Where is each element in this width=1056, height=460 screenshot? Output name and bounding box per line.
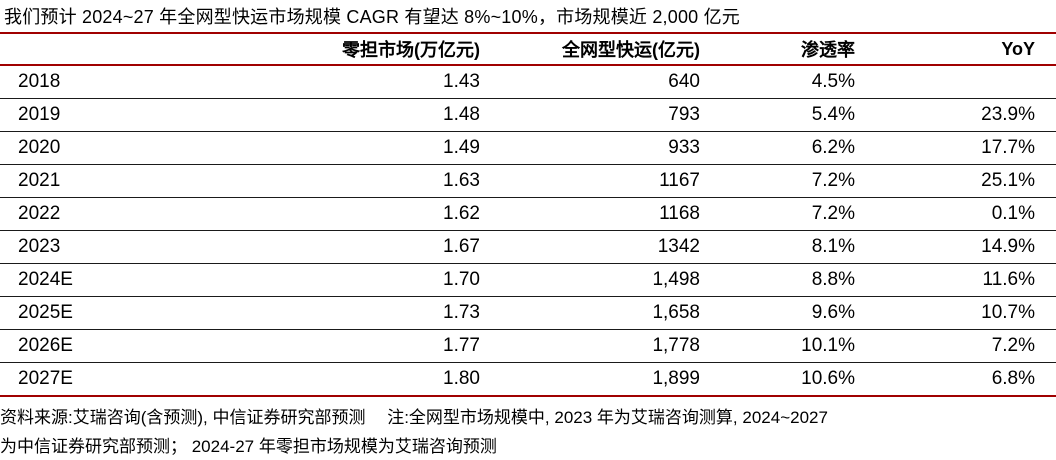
cell-penetration: 8.1% [700,230,855,264]
cell-penetration: 10.1% [700,329,855,363]
cell-network-express: 1167 [480,164,700,198]
cell-year: 2027E [0,362,300,397]
cell-yoy: 0.1% [855,197,1056,231]
cell-yoy: 17.7% [855,131,1056,165]
column-header-penetration: 渗透率 [700,34,855,66]
cell-year: 2022 [0,197,300,231]
table-row: 2027E 1.80 1,899 10.6% 6.8% [0,362,1056,397]
table-row: 2026E 1.77 1,778 10.1% 7.2% [0,329,1056,363]
cell-ltl-market: 1.77 [300,329,480,363]
cell-year: 2019 [0,98,300,132]
cell-year: 2023 [0,230,300,264]
cell-ltl-market: 1.67 [300,230,480,264]
cell-yoy: 7.2% [855,329,1056,363]
market-size-table: 零担市场(万亿元) 全网型快运(亿元) 渗透率 YoY 2018 1.43 64… [0,34,1056,397]
table-row: 2018 1.43 640 4.5% [0,65,1056,99]
table-row: 2025E 1.73 1,658 9.6% 10.7% [0,296,1056,330]
cell-year: 2018 [0,65,300,99]
source-note-line2: 为中信证券研究部预测； 2024-27 年零担市场规模为艾瑞咨询预测 [0,437,497,456]
cell-network-express: 1,658 [480,296,700,330]
cell-penetration: 8.8% [700,263,855,297]
cell-penetration: 7.2% [700,164,855,198]
cell-network-express: 640 [480,65,700,99]
cell-ltl-market: 1.70 [300,263,480,297]
cell-ltl-market: 1.49 [300,131,480,165]
cell-network-express: 1,498 [480,263,700,297]
cell-penetration: 9.6% [700,296,855,330]
cell-penetration: 5.4% [700,98,855,132]
cell-ltl-market: 1.63 [300,164,480,198]
cell-ltl-market: 1.43 [300,65,480,99]
table-row: 2021 1.63 1167 7.2% 25.1% [0,164,1056,198]
cell-network-express: 1342 [480,230,700,264]
cell-network-express: 933 [480,131,700,165]
cell-penetration: 10.6% [700,362,855,397]
cell-yoy: 23.9% [855,98,1056,132]
cell-ltl-market: 1.48 [300,98,480,132]
cell-network-express: 1,778 [480,329,700,363]
cell-yoy [855,65,1056,99]
cell-penetration: 7.2% [700,197,855,231]
cell-year: 2025E [0,296,300,330]
cell-ltl-market: 1.73 [300,296,480,330]
cell-year: 2024E [0,263,300,297]
cell-yoy: 10.7% [855,296,1056,330]
column-header-network-express: 全网型快运(亿元) [480,34,700,66]
table-header-row: 零担市场(万亿元) 全网型快运(亿元) 渗透率 YoY [0,34,1056,66]
title-divider-line [0,32,1056,34]
cell-year: 2026E [0,329,300,363]
cell-year: 2020 [0,131,300,165]
cell-year: 2021 [0,164,300,198]
column-header-ltl-market: 零担市场(万亿元) [300,34,480,66]
column-header-yoy: YoY [855,34,1056,66]
cell-ltl-market: 1.80 [300,362,480,397]
table-row: 2023 1.67 1342 8.1% 14.9% [0,230,1056,264]
source-note-line1: 资料来源:艾瑞咨询(含预测), 中信证券研究部预测 注:全网型市场规模中, 20… [0,408,828,427]
cell-penetration: 6.2% [700,131,855,165]
cell-network-express: 1,899 [480,362,700,397]
cell-yoy: 11.6% [855,263,1056,297]
table-row: 2024E 1.70 1,498 8.8% 11.6% [0,263,1056,297]
source-note: 资料来源:艾瑞咨询(含预测), 中信证券研究部预测 注:全网型市场规模中, 20… [0,397,1056,460]
cell-yoy: 6.8% [855,362,1056,397]
cell-yoy: 25.1% [855,164,1056,198]
cell-penetration: 4.5% [700,65,855,99]
cell-yoy: 14.9% [855,230,1056,264]
figure-title: 我们预计 2024~27 年全网型快运市场规模 CAGR 有望达 8%~10%，… [4,7,740,27]
table-row: 2020 1.49 933 6.2% 17.7% [0,131,1056,165]
cell-ltl-market: 1.62 [300,197,480,231]
table-row: 2022 1.62 1168 7.2% 0.1% [0,197,1056,231]
cell-network-express: 1168 [480,197,700,231]
table-row: 2019 1.48 793 5.4% 23.9% [0,98,1056,132]
column-header-year [0,34,300,66]
cell-network-express: 793 [480,98,700,132]
